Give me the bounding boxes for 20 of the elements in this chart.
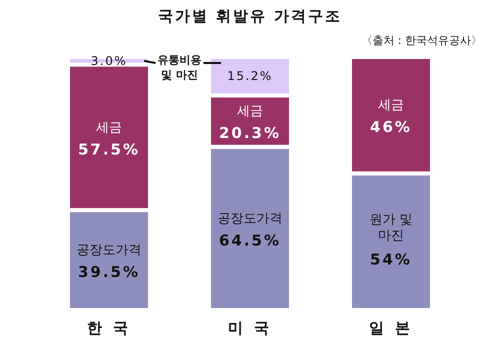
chart-title: 국가별 휘발유 가격구조 <box>158 7 342 25</box>
data-label: 46% <box>370 118 412 136</box>
data-label: 15.2% <box>227 69 273 84</box>
data-label: 20.3% <box>218 124 282 142</box>
data-label: 57.5% <box>78 140 140 158</box>
data-label: 54% <box>370 250 412 269</box>
series-label: 공장도가격 <box>76 242 142 258</box>
x-tick-label: 한 국 <box>86 319 132 337</box>
data-label: 3.0% <box>90 54 128 68</box>
series-label: 세금 <box>237 104 263 119</box>
data-label: 64.5% <box>218 231 282 250</box>
data-label: 39.5% <box>78 263 140 282</box>
text: 세금 <box>378 98 404 113</box>
x-tick-label: 미 국 <box>228 319 272 337</box>
series-label: 유통비용 및 마진 <box>158 53 202 81</box>
x-tick-label: 일 본 <box>368 319 414 337</box>
text: 공장도가격 <box>218 210 282 226</box>
series-label: 원가 및 마진 <box>369 212 413 244</box>
text: 세금 <box>96 120 122 135</box>
text: 〈출처 : 한국석유공사〉 <box>361 34 482 46</box>
